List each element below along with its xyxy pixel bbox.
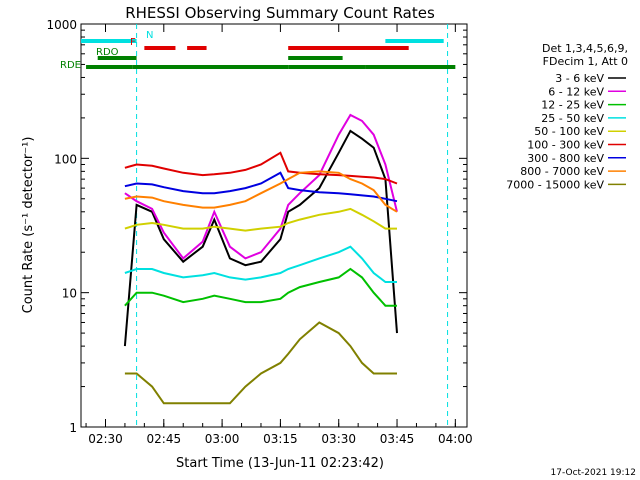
flag-bar-label: F — [130, 37, 136, 48]
flag-bars: NF RDO RDE — [60, 24, 456, 427]
series-line-7 — [124, 170, 398, 213]
y-tick-label: 1000 — [46, 18, 77, 32]
series-line-4 — [124, 207, 397, 232]
chart-title: RHESSI Observing Summary Count Rates — [125, 4, 435, 22]
x-tick-label: 02:30 — [88, 432, 123, 446]
flag-bar-label: RDO — [96, 47, 119, 58]
y-tick-label: 10 — [62, 287, 77, 301]
legend-entry-label: 100 - 300 keV — [527, 139, 604, 152]
series-line-0 — [123, 129, 398, 347]
legend-header-line-2: FDecim 1, Att 0 — [543, 55, 628, 68]
legend-entry-label: 3 - 6 keV — [555, 72, 604, 85]
legend-entry-label: 6 - 12 keV — [548, 85, 604, 98]
plot-frame — [80, 23, 468, 428]
x-tick-label: 04:00 — [438, 432, 473, 446]
legend-entry-label: 50 - 100 keV — [534, 125, 604, 138]
series-line-8 — [124, 321, 397, 405]
series-group — [123, 113, 398, 405]
series-line-6 — [124, 171, 398, 203]
legend-entry-label: 25 - 50 keV — [541, 112, 604, 125]
x-tick-label: 02:45 — [147, 432, 182, 446]
x-tick-label: 03:30 — [321, 432, 356, 446]
series-line-1 — [124, 113, 398, 260]
series-line-2 — [124, 267, 397, 307]
series-line-3 — [124, 245, 397, 283]
y-tick-label: 100 — [54, 152, 77, 166]
y-axis-label: Count Rate (s⁻¹ detector⁻¹) — [21, 137, 36, 314]
flag-bar-label: RDE — [60, 60, 81, 71]
x-tick-label: 03:00 — [205, 432, 240, 446]
legend-header-line-1: Det 1,3,4,5,6,9, — [542, 42, 628, 55]
series-line-5 — [124, 151, 398, 185]
x-axis-label: Start Time (13-Jun-11 02:23:42) — [176, 456, 384, 471]
timestamp: 17-Oct-2021 19:12 — [551, 468, 636, 478]
legend-entry-label: 7000 - 15000 keV — [506, 178, 604, 191]
x-tick-label: 03:15 — [263, 432, 298, 446]
x-tick-label: 03:45 — [380, 432, 415, 446]
flag-bar-label: N — [146, 30, 153, 41]
y-tick-label: 1 — [69, 421, 77, 435]
axis-ticks: 02:30 02:45 03:00 03:15 03:30 03:45 04:00 1 10 10… — [46, 18, 472, 446]
legend-entry-label: 800 - 7000 keV — [520, 165, 604, 178]
legend-entry-label: 12 - 25 keV — [541, 99, 604, 112]
legend-entry-label: 300 - 800 keV — [527, 152, 604, 165]
